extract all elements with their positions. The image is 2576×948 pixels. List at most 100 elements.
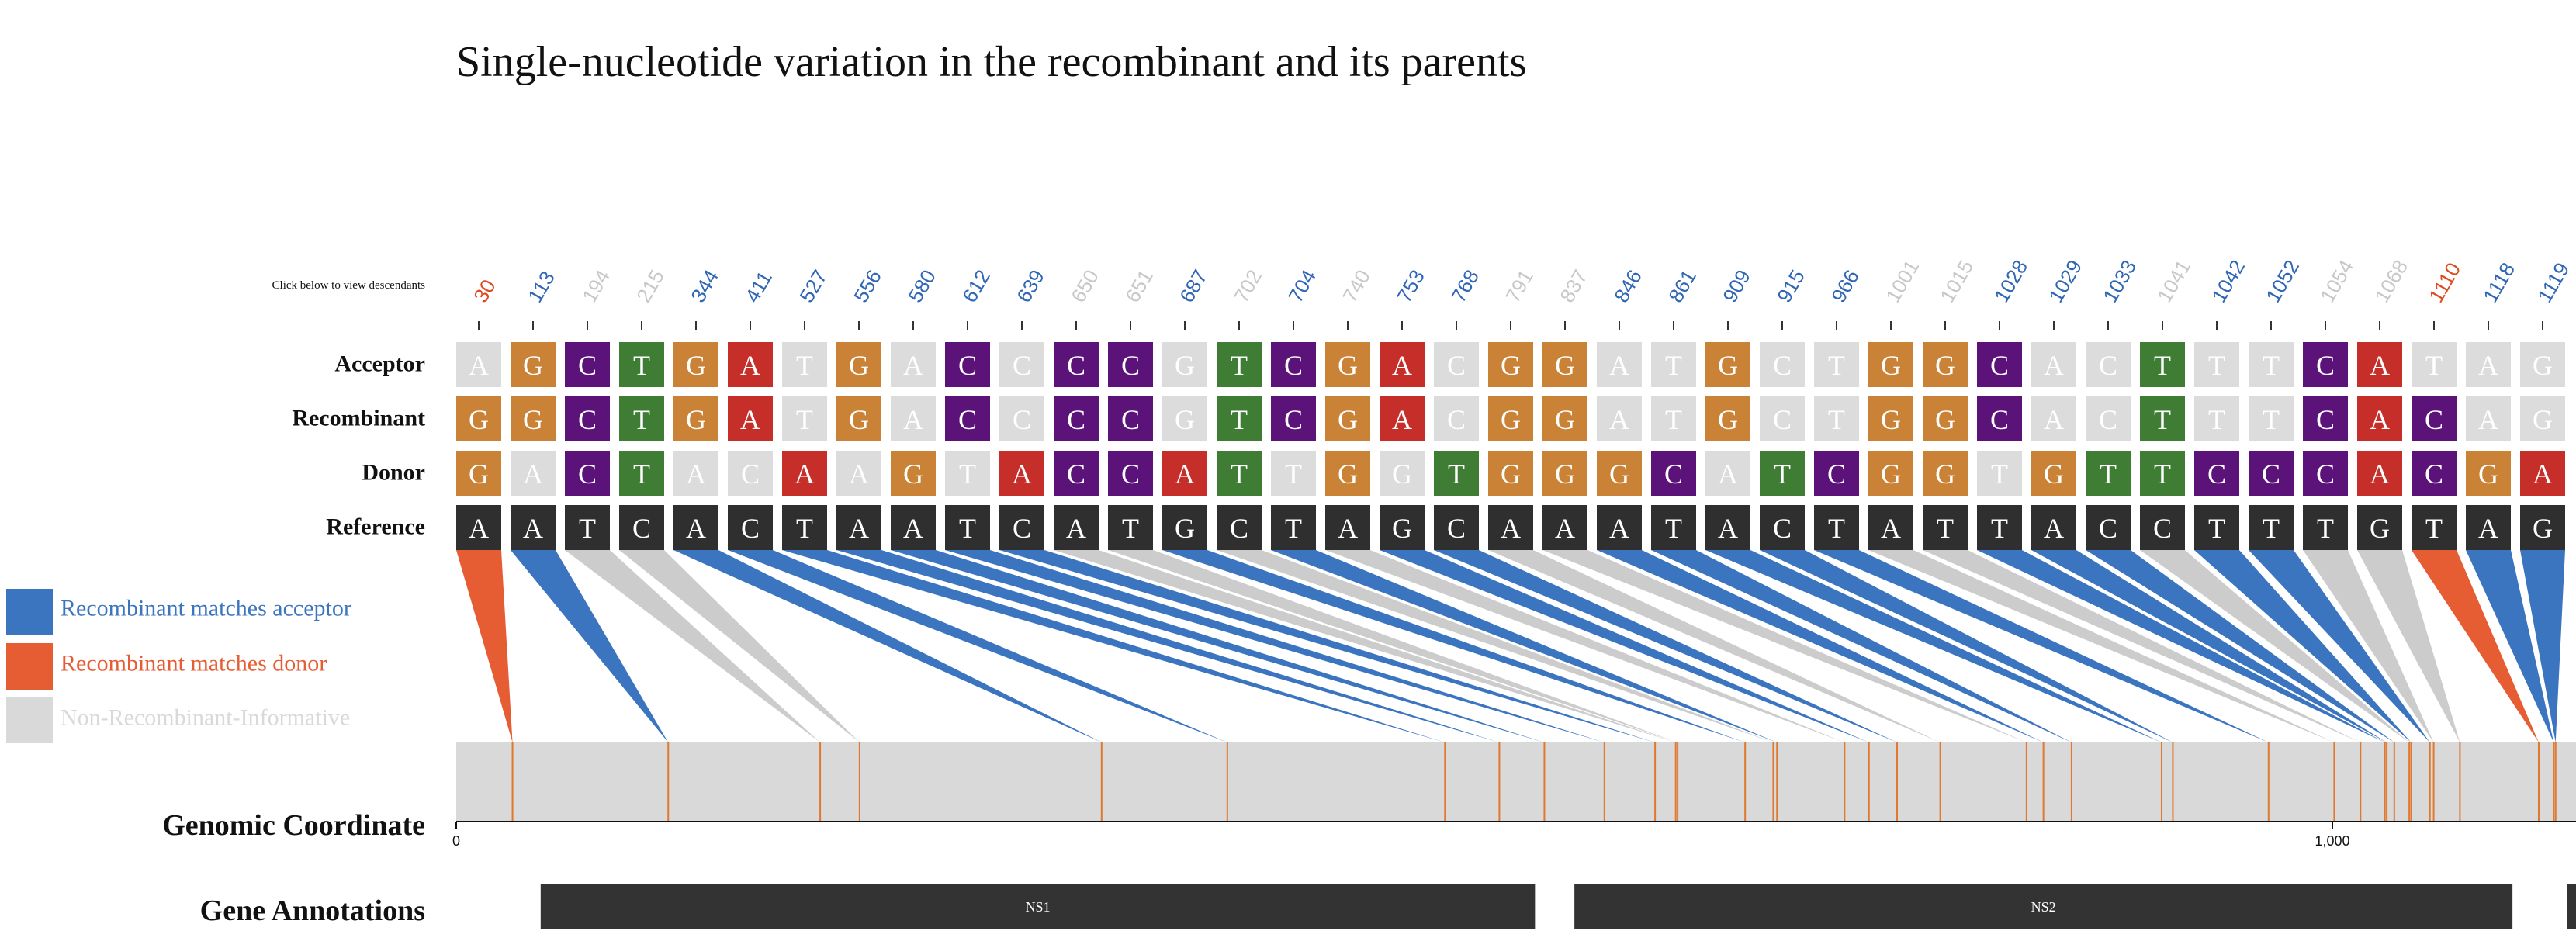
nucleotide-cell[interactable] [1705,451,1750,496]
nucleotide-cell[interactable] [1054,451,1099,496]
nucleotide-cell[interactable] [2249,342,2294,387]
nucleotide-cell[interactable] [619,505,664,550]
snv-position-label[interactable]: 1041 [2152,256,2195,306]
snv-position-label[interactable]: 1118 [2478,258,2519,306]
nucleotide-cell[interactable] [1271,342,1316,387]
nucleotide-cell[interactable] [1380,342,1425,387]
nucleotide-cell[interactable] [891,396,936,441]
nucleotide-cell[interactable] [2357,505,2402,550]
nucleotide-cell[interactable] [511,342,556,387]
nucleotide-cell[interactable] [1488,342,1533,387]
snv-position-label[interactable]: 1042 [2207,256,2249,306]
nucleotide-cell[interactable] [2086,505,2131,550]
nucleotide-cell[interactable] [1705,505,1750,550]
nucleotide-cell[interactable] [1923,451,1968,496]
nucleotide-cell[interactable] [2466,451,2511,496]
snv-position-label[interactable]: 527 [795,265,832,306]
nucleotide-cell[interactable] [728,505,773,550]
nucleotide-cell[interactable] [1054,505,1099,550]
nucleotide-cell[interactable] [1217,396,1262,441]
nucleotide-cell[interactable] [1271,505,1316,550]
nucleotide-cell[interactable] [1651,342,1696,387]
nucleotide-cell[interactable] [1108,505,1153,550]
nucleotide-cell[interactable] [2031,342,2076,387]
nucleotide-cell[interactable] [673,451,718,496]
gene-bar[interactable] [2567,884,2576,929]
nucleotide-cell[interactable] [945,396,990,441]
snv-position-label[interactable]: 215 [632,265,669,306]
nucleotide-cell[interactable] [1488,451,1533,496]
gene-bar[interactable] [1574,884,2513,929]
snv-position-label[interactable]: 740 [1338,265,1375,306]
nucleotide-cell[interactable] [1434,505,1479,550]
nucleotide-cell[interactable] [2303,342,2348,387]
nucleotide-cell[interactable] [1542,396,1587,441]
nucleotide-cell[interactable] [891,342,936,387]
snv-position-label[interactable]: 344 [686,265,723,306]
nucleotide-cell[interactable] [728,451,773,496]
snv-position-label[interactable]: 687 [1175,265,1212,306]
nucleotide-cell[interactable] [619,451,664,496]
snv-position-label[interactable]: 861 [1664,265,1701,306]
nucleotide-cell[interactable] [1868,451,1913,496]
nucleotide-cell[interactable] [999,505,1044,550]
nucleotide-cell[interactable] [836,451,881,496]
nucleotide-cell[interactable] [1054,396,1099,441]
nucleotide-cell[interactable] [1054,342,1099,387]
nucleotide-cell[interactable] [1868,396,1913,441]
snv-position-label[interactable]: 1054 [2315,256,2358,306]
snv-position-label[interactable]: 650 [1066,265,1103,306]
snv-position-label[interactable]: 704 [1283,265,1321,306]
nucleotide-cell[interactable] [2466,505,2511,550]
nucleotide-cell[interactable] [728,342,773,387]
nucleotide-cell[interactable] [2357,396,2402,441]
nucleotide-cell[interactable] [2412,342,2457,387]
nucleotide-cell[interactable] [456,342,501,387]
nucleotide-cell[interactable] [1325,505,1370,550]
nucleotide-cell[interactable] [1380,451,1425,496]
nucleotide-cell[interactable] [1434,451,1479,496]
nucleotide-cell[interactable] [999,342,1044,387]
nucleotide-cell[interactable] [1651,396,1696,441]
nucleotide-cell[interactable] [1597,396,1642,441]
snv-position-label[interactable]: 580 [903,265,940,306]
nucleotide-cell[interactable] [1923,505,1968,550]
snv-position-label[interactable]: 768 [1446,265,1484,306]
nucleotide-cell[interactable] [2086,451,2131,496]
nucleotide-cell[interactable] [2412,396,2457,441]
nucleotide-cell[interactable] [891,505,936,550]
snv-position-label[interactable]: 753 [1392,265,1429,306]
nucleotide-cell[interactable] [945,451,990,496]
nucleotide-cell[interactable] [891,451,936,496]
nucleotide-cell[interactable] [2466,342,2511,387]
nucleotide-cell[interactable] [565,342,610,387]
nucleotide-cell[interactable] [511,396,556,441]
snv-position-label[interactable]: 1001 [1881,256,1923,306]
nucleotide-cell[interactable] [1977,342,2022,387]
nucleotide-cell[interactable] [1923,396,1968,441]
nucleotide-cell[interactable] [1542,451,1587,496]
nucleotide-cell[interactable] [2357,451,2402,496]
nucleotide-cell[interactable] [1325,451,1370,496]
nucleotide-cell[interactable] [619,396,664,441]
nucleotide-cell[interactable] [1868,505,1913,550]
snv-position-label[interactable]: 556 [849,265,886,306]
nucleotide-cell[interactable] [1923,342,1968,387]
nucleotide-cell[interactable] [565,505,610,550]
nucleotide-cell[interactable] [2140,505,2185,550]
nucleotide-cell[interactable] [1162,451,1207,496]
nucleotide-cell[interactable] [1542,505,1587,550]
nucleotide-cell[interactable] [2303,396,2348,441]
nucleotide-cell[interactable] [456,451,501,496]
nucleotide-cell[interactable] [1597,451,1642,496]
nucleotide-cell[interactable] [1651,505,1696,550]
nucleotide-cell[interactable] [945,342,990,387]
nucleotide-cell[interactable] [1380,396,1425,441]
snv-position-label[interactable]: 846 [1609,265,1646,306]
snv-position-label[interactable]: 194 [577,265,615,306]
nucleotide-cell[interactable] [1488,505,1533,550]
nucleotide-cell[interactable] [1162,505,1207,550]
nucleotide-cell[interactable] [2194,396,2239,441]
nucleotide-cell[interactable] [2086,342,2131,387]
nucleotide-cell[interactable] [2249,396,2294,441]
